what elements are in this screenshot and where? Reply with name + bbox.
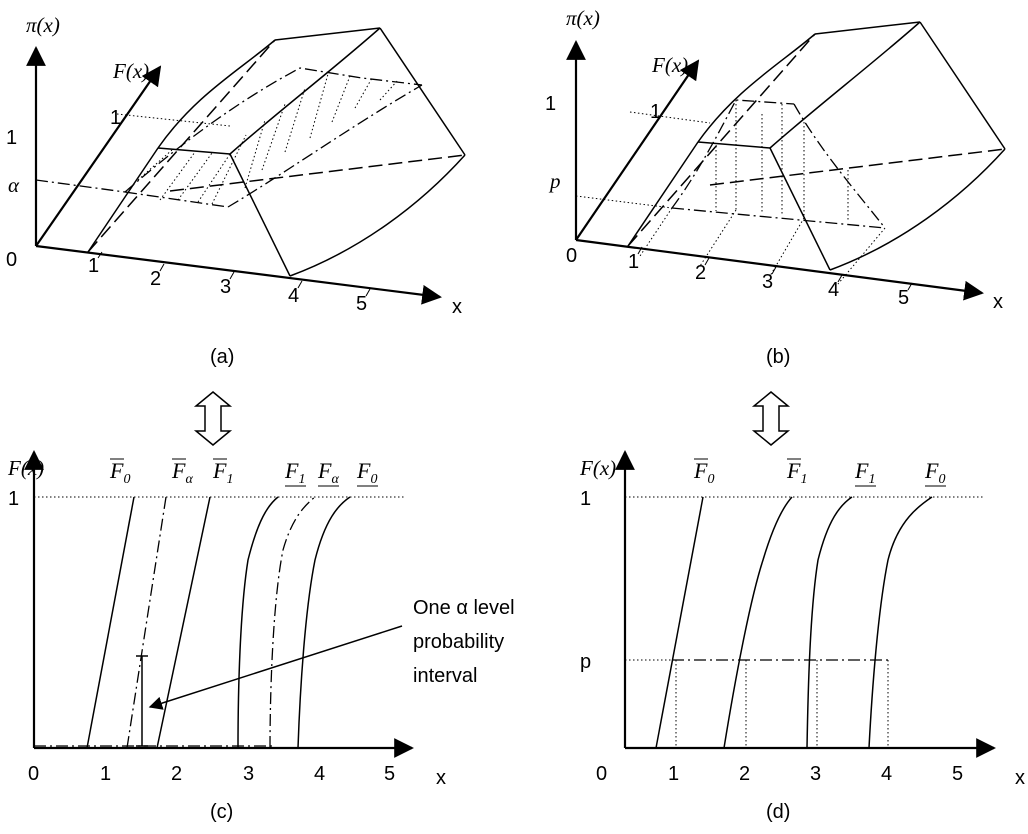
panel-b-depth-tick: 1 <box>650 101 661 123</box>
panel-b-surface <box>575 21 1006 285</box>
panel-d-y-tick-p: p <box>580 651 591 673</box>
panel-c-x-tick: 0 <box>28 763 39 785</box>
panel-b-x-axis <box>575 238 984 301</box>
curve-upper-f0 <box>655 496 704 749</box>
panel-a-x-label: x <box>452 296 462 318</box>
panel-d-y-tick-1: 1 <box>580 488 591 510</box>
curve-label: F0 <box>356 458 377 487</box>
panel-a-x-tick: 2 <box>150 268 161 290</box>
panel-c-x-tick: 1 <box>100 763 111 785</box>
panel-b-depth-label: F(x) <box>651 53 688 77</box>
panel-c-x-tick: 3 <box>243 763 254 785</box>
panel-b-x-label: x <box>993 291 1003 313</box>
curve-lower-f1 <box>806 496 853 749</box>
panel-a-y-tick-1: 1 <box>6 127 17 149</box>
panel-a-depth-axis <box>35 65 162 247</box>
panel-c-x-tick: 2 <box>171 763 182 785</box>
panel-d-x-tick: 3 <box>810 763 821 785</box>
curve-lower-f1 <box>237 496 279 749</box>
equivalence-arrow-right <box>751 391 791 446</box>
panel-a-y-tick-alpha: α <box>8 173 20 197</box>
curve-label: F0 <box>109 458 130 487</box>
panel-a-origin: 0 <box>6 249 17 271</box>
panel-b-depth-axis <box>575 59 700 241</box>
panel-b-y-tick-1: 1 <box>545 93 556 115</box>
curve-lower-f0 <box>868 496 933 749</box>
panel-a-caption: (a) <box>210 346 234 368</box>
panel-c: F(x) 1 x 0 1 2 3 4 5 F0 Fα F1 F1 Fα <box>7 450 515 823</box>
panel-d-caption: (d) <box>766 801 790 823</box>
curve-label: F1 <box>786 458 807 487</box>
panel-a-x-tick: 3 <box>220 276 231 298</box>
annotation-line: interval <box>413 665 477 687</box>
curve-lower-falpha <box>269 496 316 749</box>
panel-a-y-label: π(x) <box>26 13 60 37</box>
panel-c-caption: (c) <box>210 801 233 823</box>
panel-a-x-tick: 4 <box>288 285 299 307</box>
curve-label: Fα <box>317 458 339 487</box>
panel-a-depth-tick: 1 <box>110 107 121 129</box>
panel-c-x-label: x <box>436 767 446 789</box>
curve-label: F1 <box>284 458 305 487</box>
panel-b-y-tick-p: p <box>548 169 561 193</box>
panel-b-caption: (b) <box>766 346 790 368</box>
panel-d: F(x) 1 p x 0 1 2 3 4 5 F0 F1 F1 F0 (d) <box>579 450 1025 823</box>
panel-a-x-axis <box>35 244 442 305</box>
panel-d-y-label: F(x) <box>579 456 616 480</box>
panel-d-curves <box>655 496 933 749</box>
panel-a-surface <box>35 27 466 277</box>
panel-a-x-tick: 5 <box>356 293 367 315</box>
panel-b-x-tick: 2 <box>695 262 706 284</box>
curve-label: Fα <box>171 458 193 487</box>
panel-d-x-tick: 1 <box>668 763 679 785</box>
panel-c-y-label: F(x) <box>7 456 44 480</box>
curve-lower-f0 <box>297 496 351 749</box>
panel-b-y-label: π(x) <box>566 6 600 30</box>
panel-c-curves <box>34 496 403 749</box>
curve-label: F1 <box>212 458 233 487</box>
curve-upper-falpha <box>126 496 167 749</box>
curve-label: F0 <box>693 458 714 487</box>
annotation-line: probability <box>413 631 504 653</box>
curve-label: F1 <box>854 458 875 487</box>
panel-b-x-tick: 3 <box>762 271 773 293</box>
panel-a-depth-label: F(x) <box>112 59 149 83</box>
panel-c-y-tick-1: 1 <box>8 488 19 510</box>
panel-d-x-tick: 2 <box>739 763 750 785</box>
curve-upper-f0 <box>86 496 135 749</box>
panel-d-x-tick: 0 <box>596 763 607 785</box>
panel-d-x-label: x <box>1015 767 1025 789</box>
panel-a-x-tick: 1 <box>88 255 99 277</box>
equivalence-arrow-left <box>193 391 233 446</box>
panel-d-x-tick: 4 <box>881 763 892 785</box>
panel-b-x-tick: 5 <box>898 287 909 309</box>
annotation-line: One α level <box>413 597 515 619</box>
panel-b-x-tick: 1 <box>628 251 639 273</box>
curve-upper-f1 <box>723 496 793 749</box>
panel-b-origin: 0 <box>566 245 577 267</box>
curve-upper-f1 <box>156 496 211 749</box>
panel-b: π(x) F(x) x 0 1 p 1 1 2 3 4 5 <box>545 6 1006 368</box>
panel-a: π(x) F(x) x 0 1 α 1 1 2 3 4 5 <box>6 13 466 368</box>
panel-d-x-tick: 5 <box>952 763 963 785</box>
annotation-arrow <box>148 625 403 710</box>
curve-label: F0 <box>924 458 945 487</box>
panel-c-x-tick: 4 <box>314 763 325 785</box>
panel-b-x-tick: 4 <box>828 279 839 301</box>
panel-c-x-tick: 5 <box>384 763 395 785</box>
